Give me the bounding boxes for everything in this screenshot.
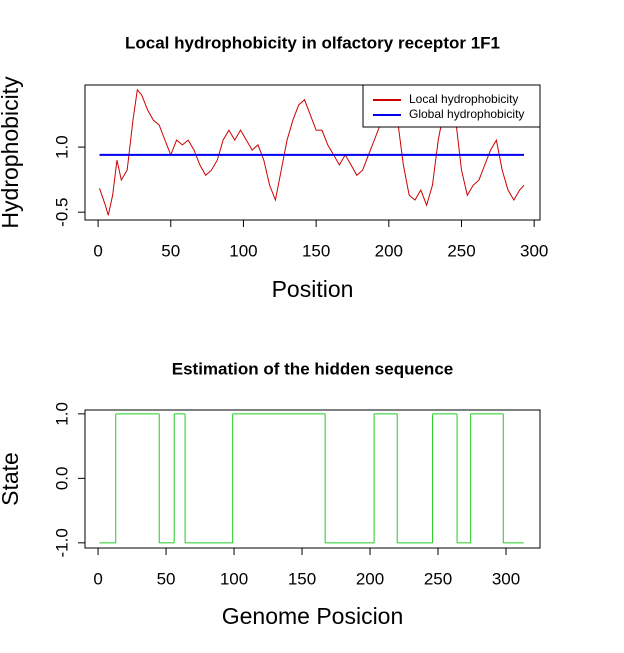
y-tick-label: 1.0 [52, 402, 71, 426]
chart-title: Local hydrophobicity in olfactory recept… [125, 33, 500, 52]
x-tick-label: 50 [157, 569, 176, 588]
y-tick-label: 0.0 [52, 467, 71, 491]
x-tick-label: 200 [356, 569, 384, 588]
x-tick-label: 100 [229, 241, 257, 260]
x-tick-label: 50 [161, 241, 180, 260]
x-axis-label: Genome Posicion [222, 603, 404, 629]
chart-title: Estimation of the hidden sequence [172, 359, 453, 378]
x-tick-label: 300 [492, 569, 520, 588]
y-axis-label: Hydrophobicity [0, 76, 23, 229]
x-tick-label: 200 [375, 241, 403, 260]
x-tick-label: 150 [302, 241, 330, 260]
x-axis-label: Position [272, 276, 354, 302]
plot-frame [84, 409, 541, 549]
x-tick-label: 150 [288, 569, 316, 588]
y-tick-label: -1.0 [52, 528, 71, 557]
plot-frame [84, 84, 541, 221]
y-tick-label: -0.5 [52, 198, 71, 227]
legend-label: Global hydrophobicity [409, 107, 524, 121]
x-tick-label: 100 [220, 569, 248, 588]
legend-box [362, 84, 541, 128]
x-tick-label: 0 [93, 241, 102, 260]
legend-label: Local hydrophobicity [409, 92, 518, 106]
x-tick-label: 250 [447, 241, 475, 260]
y-tick-label: 1.0 [52, 135, 71, 159]
x-tick-label: 0 [93, 569, 102, 588]
x-tick-label: 300 [520, 241, 548, 260]
y-axis-label: State [0, 452, 23, 506]
x-tick-label: 250 [424, 569, 452, 588]
